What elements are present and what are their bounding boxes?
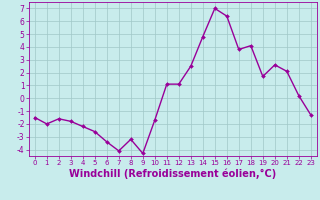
X-axis label: Windchill (Refroidissement éolien,°C): Windchill (Refroidissement éolien,°C) <box>69 169 276 179</box>
